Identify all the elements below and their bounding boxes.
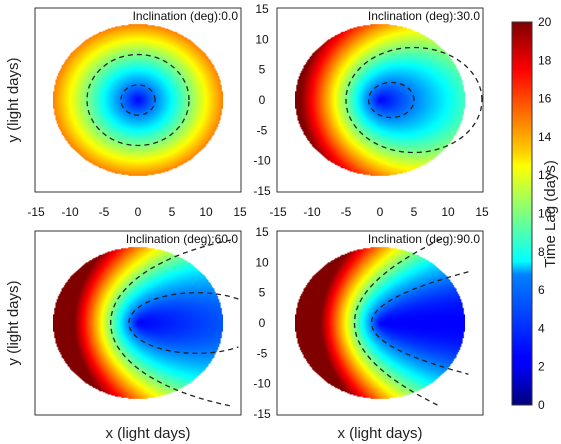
x-tick-label: 5 <box>411 205 418 219</box>
x-tick-label: 5 <box>169 205 176 219</box>
time-lag-disk-image <box>295 247 465 399</box>
time-lag-disk-image <box>53 24 223 176</box>
contour-lines <box>345 46 483 154</box>
contour-line-10 <box>110 239 232 407</box>
x-tick-label: 15 <box>233 205 247 219</box>
contour-line-10 <box>345 46 483 154</box>
y-tick-label: 0 <box>259 316 266 330</box>
y-tick-label: -5 <box>257 346 268 360</box>
y-tick-label: 10 <box>255 255 269 269</box>
contour-lines <box>86 53 190 147</box>
panel-inclination-60: Inclination (deg):60.0 <box>34 230 242 416</box>
contour-line-5 <box>370 271 469 375</box>
panel-title: Inclination (deg):30.0 <box>368 9 480 23</box>
y-tick-label: -10 <box>253 154 271 168</box>
colorbar-tick-label: 20 <box>538 15 552 29</box>
y-tick-label: -10 <box>253 377 271 391</box>
panel-title: Inclination (deg):60.0 <box>126 232 238 246</box>
colorbar-tick-label: 8 <box>538 245 545 259</box>
y-tick-label: -15 <box>253 407 271 421</box>
colorbar-title: Time Lag (days) <box>542 160 559 268</box>
contour-line-5 <box>128 292 239 354</box>
x-tick-label: -15 <box>269 205 287 219</box>
colorbar-tick-label: 2 <box>538 360 545 374</box>
contour-line-5 <box>368 81 415 119</box>
contour-lines <box>353 238 469 408</box>
time-lag-disk-image <box>295 24 465 176</box>
x-axis-title-right: x (light days) <box>337 425 422 442</box>
y-tick-label: 10 <box>255 32 269 46</box>
colorbar-tick-label: 0 <box>538 398 545 412</box>
contour-lines <box>110 239 239 407</box>
panel-inclination-90: Inclination (deg):90.0 <box>276 230 484 416</box>
x-tick-label: -15 <box>27 205 45 219</box>
colorbar-tick-label: 4 <box>538 321 545 335</box>
colorbar-tick-label: 16 <box>538 92 552 106</box>
colorbar-tick-label: 14 <box>538 130 552 144</box>
x-tick-label: 10 <box>441 205 455 219</box>
x-tick-label: 0 <box>377 205 384 219</box>
contour-line-10 <box>86 53 190 147</box>
contour-line-5 <box>120 84 156 116</box>
x-tick-label: -10 <box>303 205 321 219</box>
panel-inclination-30: Inclination (deg):30.0 <box>276 7 484 193</box>
y-tick-label: 0 <box>259 93 266 107</box>
y-axis-title-bottom: y (light days) <box>5 280 22 365</box>
panel-title: Inclination (deg):0.0 <box>133 9 239 23</box>
tick-labels: -15 -10 -5 0 5 10 15 -15 -10 -5 0 5 10 15151050-5-10-… <box>27 2 489 421</box>
y-tick-label: -15 <box>253 184 271 198</box>
y-tick-label: 15 <box>255 2 269 16</box>
x-tick-label: -5 <box>341 205 352 219</box>
x-tick-label: 15 <box>475 205 489 219</box>
panel-title: Inclination (deg):90.0 <box>368 232 480 246</box>
colorbar-tick-label: 6 <box>538 283 545 297</box>
y-axis-title-top: y (light days) <box>5 57 22 142</box>
x-tick-label: -10 <box>61 205 79 219</box>
colorbar-tick-labels: 0 2 4 6 8 10 12 14 16 18 20 <box>538 15 552 412</box>
colorbar-tick-label: 12 <box>538 168 552 182</box>
y-tick-label: 5 <box>259 63 266 77</box>
y-tick-label: 15 <box>255 225 269 239</box>
x-axis-title-left: x (light days) <box>105 425 190 442</box>
y-tick-label: -5 <box>257 123 268 137</box>
colorbar-tick-label: 18 <box>538 53 552 67</box>
colorbar-gradient <box>511 21 533 406</box>
panel-inclination-0: Inclination (deg):0.0 <box>34 7 242 193</box>
x-tick-label: 0 <box>135 205 142 219</box>
x-tick-label: 10 <box>199 205 213 219</box>
y-tick-label: 5 <box>259 286 266 300</box>
x-tick-label: -5 <box>99 205 110 219</box>
time-lag-disk-image <box>53 247 223 399</box>
contour-line-10 <box>353 238 442 408</box>
colorbar-tick-label: 10 <box>538 207 552 221</box>
colorbar: 0 2 4 6 8 10 12 14 16 18 20 Time Lag (days) <box>511 15 559 412</box>
